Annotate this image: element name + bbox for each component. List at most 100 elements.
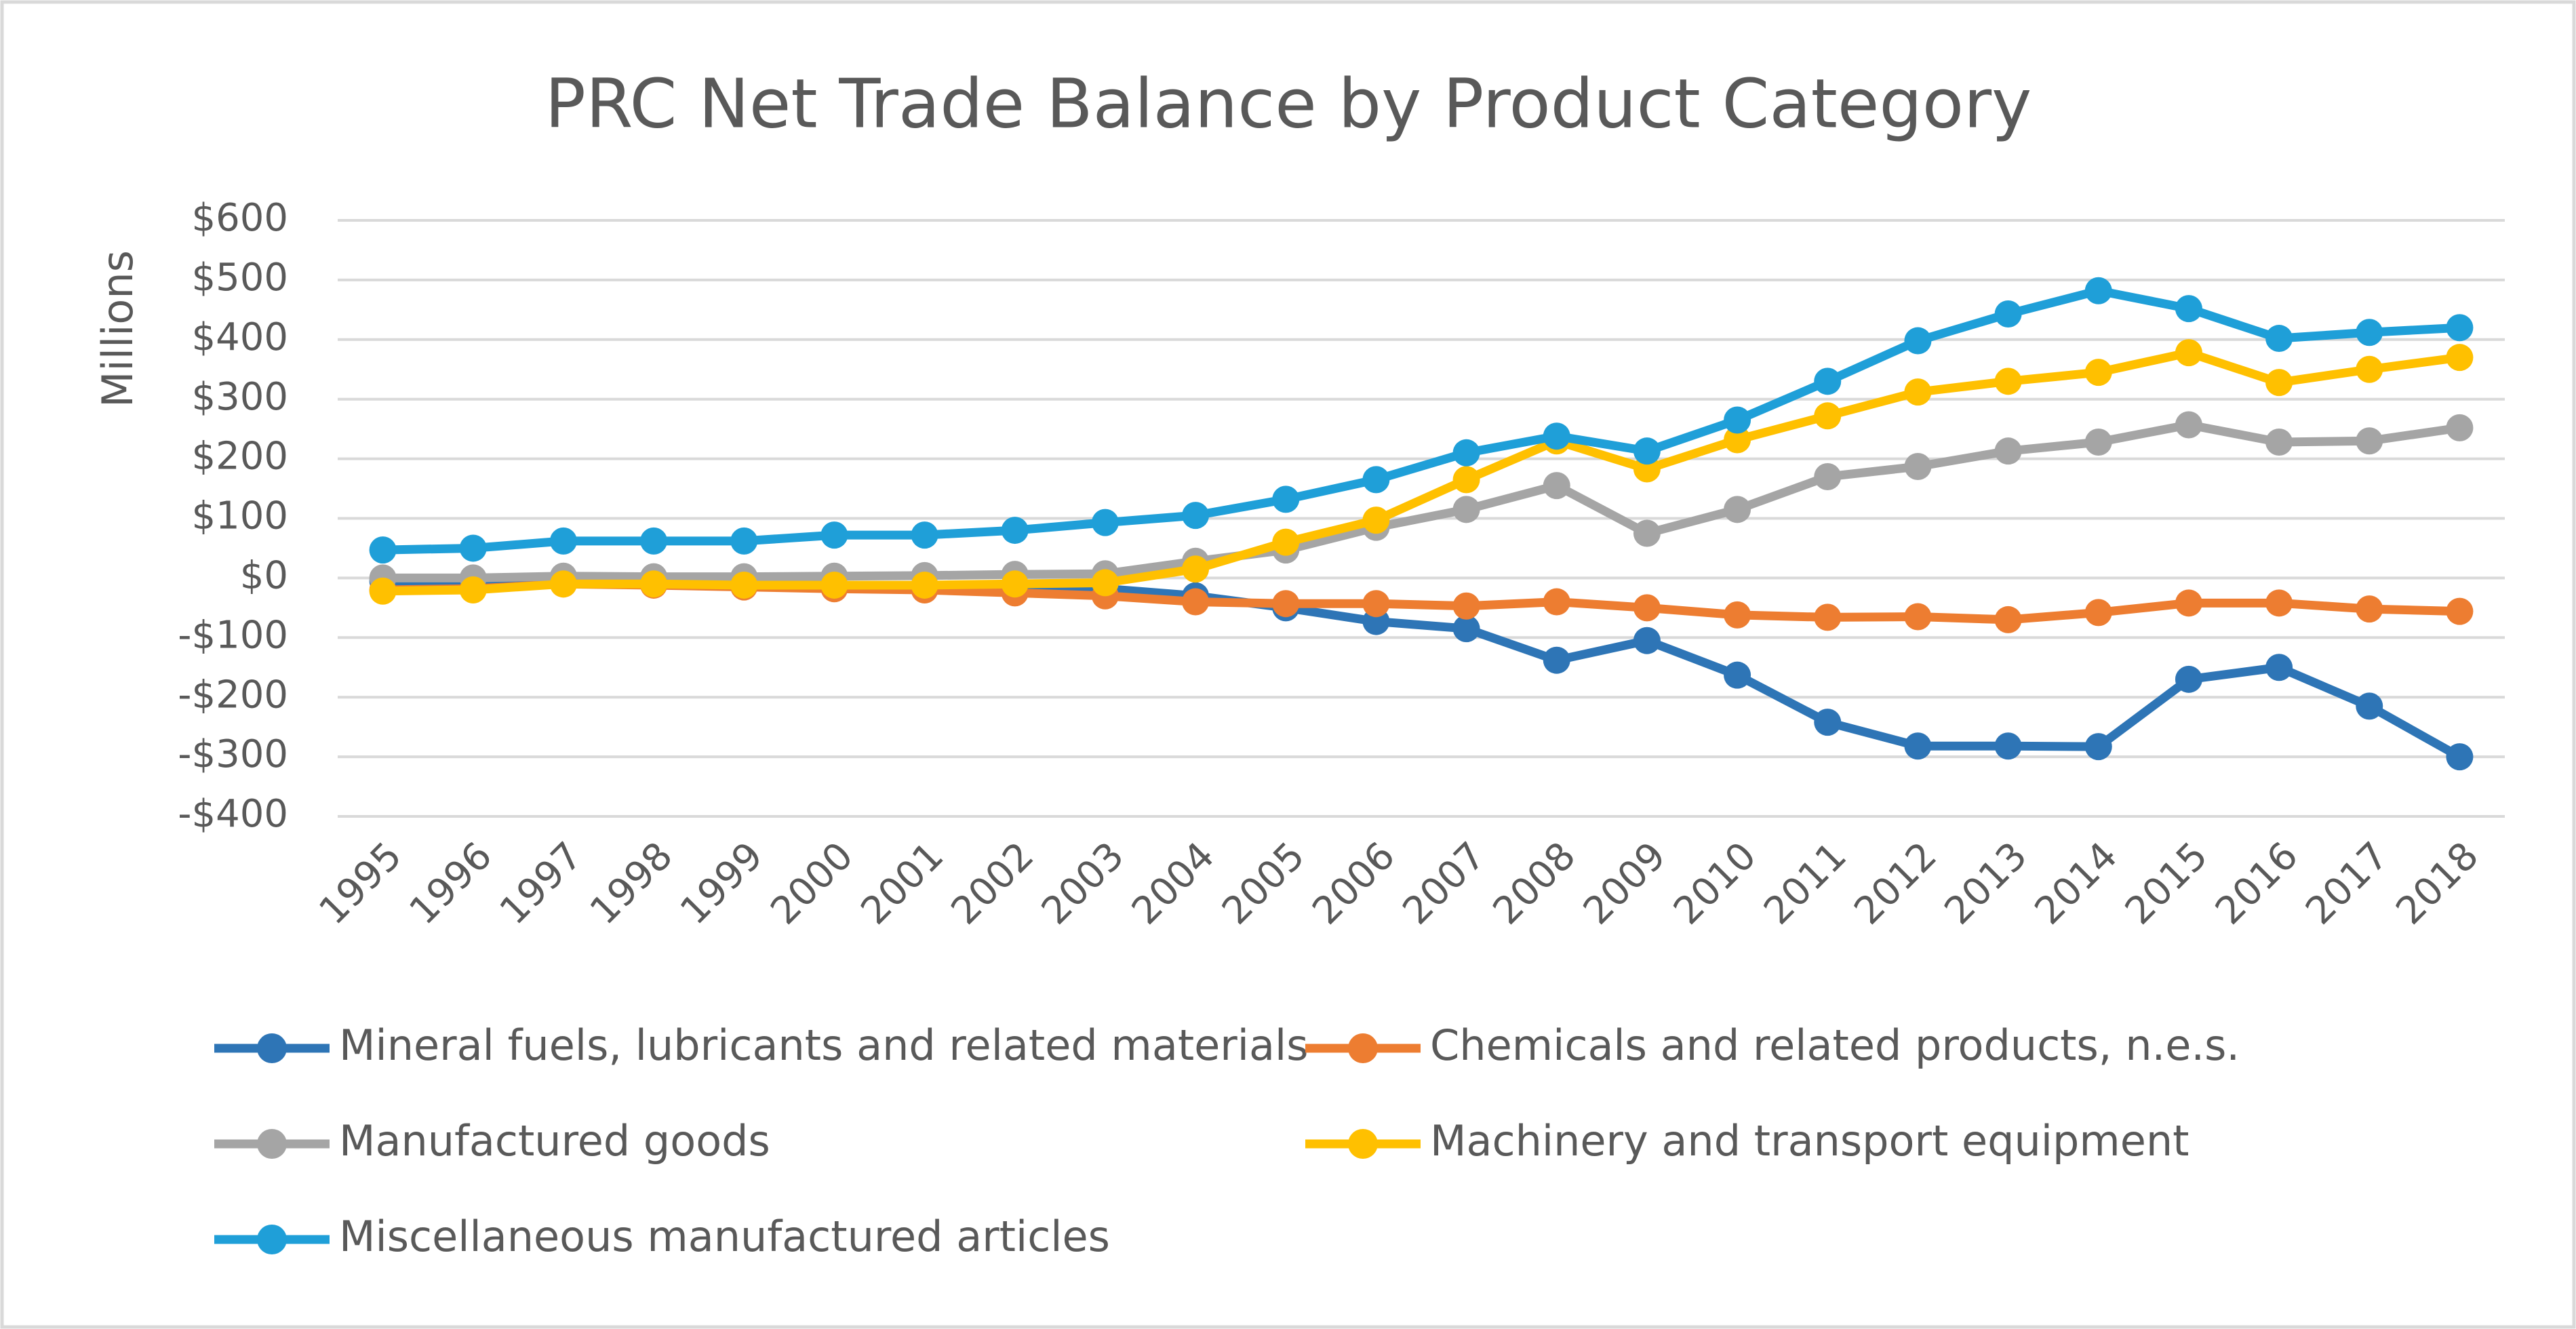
data-point <box>1994 368 2022 395</box>
data-point <box>2175 589 2202 617</box>
data-point <box>1091 569 1119 597</box>
data-point <box>369 536 397 564</box>
data-point <box>1543 588 1570 616</box>
y-tick-label: -$100 <box>178 613 288 657</box>
data-point <box>1452 615 1480 643</box>
y-tick-label: $300 <box>191 375 288 419</box>
series-line <box>382 348 2461 596</box>
data-point <box>2446 414 2474 441</box>
data-point <box>2265 654 2293 681</box>
data-point <box>2356 355 2383 383</box>
data-point <box>2356 319 2383 346</box>
data-point <box>459 534 487 562</box>
data-point <box>640 570 668 598</box>
data-point <box>1994 606 2022 633</box>
y-tick-label: $600 <box>191 196 288 240</box>
data-point <box>1994 732 2022 760</box>
y-tick-label: $500 <box>191 256 288 300</box>
data-point <box>1633 627 1661 654</box>
data-point <box>1904 378 1932 406</box>
legend-label: Mineral fuels, lubricants and related ma… <box>339 1020 1309 1070</box>
data-point <box>1001 570 1029 598</box>
legend-marker <box>257 1225 287 1254</box>
y-tick-label: -$400 <box>178 792 288 836</box>
y-axis-label: Millions <box>93 250 142 408</box>
data-point <box>1272 590 1300 618</box>
data-point <box>730 527 758 555</box>
data-point <box>2446 743 2474 771</box>
data-point <box>2084 733 2112 761</box>
data-point <box>820 521 848 549</box>
data-point <box>549 527 577 555</box>
data-point <box>1724 601 1751 629</box>
data-point <box>1724 496 1751 523</box>
legend-label: Machinery and transport equipment <box>1430 1116 2189 1166</box>
data-point <box>1814 462 1842 490</box>
data-point <box>911 571 938 599</box>
data-point <box>1452 466 1480 494</box>
data-point <box>1994 300 2022 328</box>
y-tick-label: $200 <box>191 435 288 479</box>
legend-label: Manufactured goods <box>339 1116 770 1166</box>
data-point <box>1814 368 1842 395</box>
data-point <box>1724 426 1751 454</box>
data-point <box>1091 509 1119 536</box>
data-point <box>1362 507 1390 534</box>
data-point <box>1904 603 1932 631</box>
legend-label: Miscellaneous manufactured articles <box>339 1212 1110 1261</box>
data-point <box>1452 592 1480 620</box>
data-point <box>2446 314 2474 342</box>
data-point <box>2175 339 2202 367</box>
data-point <box>1182 502 1210 530</box>
data-point <box>2446 344 2474 372</box>
data-point <box>1814 603 1842 631</box>
data-point <box>2175 411 2202 439</box>
data-point <box>2084 359 2112 386</box>
data-point <box>1724 661 1751 689</box>
data-point <box>1814 402 1842 430</box>
y-tick-label: $400 <box>191 315 288 359</box>
data-point <box>2446 597 2474 625</box>
y-tick-label: -$300 <box>178 732 288 776</box>
data-point <box>2175 295 2202 323</box>
data-point <box>2356 692 2383 720</box>
data-point <box>2356 595 2383 623</box>
data-point <box>1633 594 1661 622</box>
data-point <box>1994 437 2022 465</box>
data-point <box>1633 437 1661 465</box>
data-point <box>2265 428 2293 456</box>
data-point <box>2084 599 2112 627</box>
data-point <box>730 571 758 599</box>
data-point <box>2265 325 2293 353</box>
data-point <box>911 521 938 549</box>
data-point <box>2356 427 2383 455</box>
data-point <box>640 527 668 555</box>
data-point <box>1272 485 1300 513</box>
y-tick-label: -$200 <box>178 673 288 717</box>
data-point <box>459 576 487 603</box>
data-point <box>1452 496 1480 523</box>
data-point <box>820 571 848 599</box>
legend-marker <box>257 1129 287 1159</box>
data-point <box>1452 439 1480 467</box>
data-point <box>1904 327 1932 355</box>
data-point <box>2084 428 2112 456</box>
data-point <box>1362 466 1390 494</box>
y-tick-label: $0 <box>240 554 288 598</box>
data-point <box>1543 472 1570 500</box>
series-line <box>382 420 2461 582</box>
data-point <box>2265 589 2293 617</box>
legend-marker <box>1348 1033 1378 1063</box>
data-point <box>1362 590 1390 618</box>
data-point <box>549 570 577 598</box>
data-point <box>1814 709 1842 736</box>
series-line <box>382 286 2460 555</box>
chart-title: PRC Net Trade Balance by Product Categor… <box>545 64 2032 143</box>
data-point <box>2084 277 2112 304</box>
data-point <box>1543 646 1570 674</box>
data-point <box>1543 422 1570 450</box>
data-point <box>1904 453 1932 481</box>
y-tick-label: $100 <box>191 494 288 538</box>
